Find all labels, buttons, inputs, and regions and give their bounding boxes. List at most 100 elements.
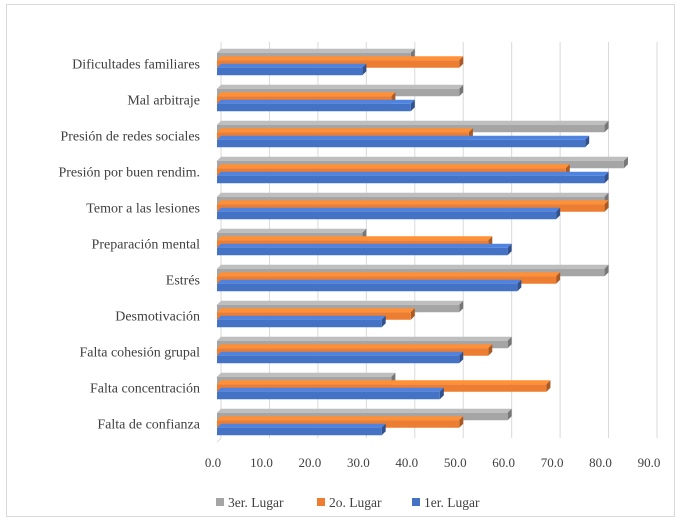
x-tick-label: 40.0 [395,455,418,470]
x-tick-label: 60.0 [492,455,515,470]
category-label: Dificultades familiares [72,58,200,73]
bar-end [604,120,609,133]
bar-front [217,175,605,184]
bar-end [459,300,464,313]
bar-front [217,103,411,112]
bar-2-3 [217,171,609,184]
bar-end [381,423,386,436]
x-tick-label: 80.0 [589,455,612,470]
legend-item: 3er. Lugar [216,495,284,510]
bar-top [217,279,522,284]
bar-top [217,63,367,68]
x-tick-label: 30.0 [347,455,370,470]
bar-top [217,264,609,269]
bar-2-0 [217,63,367,76]
chart-frame: 0.0 10.0 20.0 30.0 40.0 50.0 60.0 70.0 80.0 90.0 D… [6,4,675,517]
bar-top [217,120,609,125]
category-label: Falta de confianza [97,418,200,433]
category-label: Falta cohesión grupal [79,346,200,361]
bar-top [217,236,493,241]
bar-top [217,423,386,428]
bar-end [623,156,628,169]
legend-item: 1er. Lugar [412,495,480,510]
axis-depth-line [216,437,222,443]
bar-front [217,319,382,328]
bar-end [381,315,386,328]
x-tick-label: 70.0 [541,455,564,470]
bar-front [217,247,508,256]
bar-2-5 [217,243,512,256]
bar-2-1 [217,99,415,112]
category-label: Presión por buen rendim. [58,166,200,181]
x-tick-label: 90.0 [638,455,661,470]
bar-top [217,416,464,421]
bar-top [217,300,464,305]
x-axis-tick-labels: 0.0 10.0 20.0 30.0 40.0 50.0 60.0 70.0 80.0 90.0 [205,455,661,470]
bar-front [217,211,557,220]
bar-top [217,84,464,89]
legend-swatch [317,498,325,506]
x-tick-label: 10.0 [250,455,273,470]
bar-end [604,264,609,277]
bar-top [217,171,609,176]
bar-top [217,387,444,392]
bar-2-8 [217,351,464,364]
bar-end [604,200,609,212]
bar-top [217,207,561,212]
bar-top [217,308,415,313]
bar-end [459,84,464,97]
x-tick-label: 0.0 [205,455,221,470]
bar-chart: 0.0 10.0 20.0 30.0 40.0 50.0 60.0 70.0 80.0 90.0 D… [58,42,661,510]
bar-end [546,380,551,392]
bar-top [217,200,609,205]
category-label: Mal arbitraje [127,94,200,109]
bar-2-4 [217,207,561,220]
bar-top [217,56,464,61]
bar-top [217,372,396,377]
legend-item: 2o. Lugar [317,495,382,510]
bar-front [217,427,382,436]
bar-end [439,387,444,400]
bar-end [459,416,464,428]
bar-end [410,99,415,112]
bar-top [217,48,415,53]
bar-end [459,56,464,68]
bar-end [585,135,590,148]
bar-top [217,135,590,140]
bar-2-6 [217,279,522,292]
category-label: Preparación mental [92,238,201,253]
legend-label: 3er. Lugar [228,495,284,510]
legend-label: 2o. Lugar [329,495,382,510]
bar-top [217,156,628,161]
bar-end [410,308,415,320]
bar-end [556,272,561,284]
bar-2-9 [217,387,444,400]
legend-swatch [216,498,224,506]
bar-top [217,315,386,320]
bar-top [217,164,570,169]
bar-end [604,171,609,184]
bar-end [517,279,522,292]
bar-top [217,380,551,385]
legend-label: 1er. Lugar [424,495,480,510]
bar-2-10 [217,423,386,436]
category-label: Temor a las lesiones [86,202,200,217]
bar-top [217,128,473,133]
category-label: Presión de redes sociales [60,130,200,145]
bar-top [217,192,609,197]
legend: 3er. Lugar 2o. Lugar 1er. Lugar [216,495,480,510]
bar-front [217,283,518,292]
bar-end [507,408,512,421]
category-labels: Dificultades familiares Mal arbitraje Pres… [58,58,200,433]
bar-end [459,351,464,364]
bar-top [217,92,396,97]
bars [217,48,628,436]
bar-top [217,228,367,233]
bar-end [507,336,512,349]
bar-top [217,99,415,104]
bar-2-7 [217,315,386,328]
bar-2-2 [217,135,590,148]
category-label: Desmotivación [115,310,200,325]
bar-end [507,243,512,256]
bar-top [217,336,512,341]
